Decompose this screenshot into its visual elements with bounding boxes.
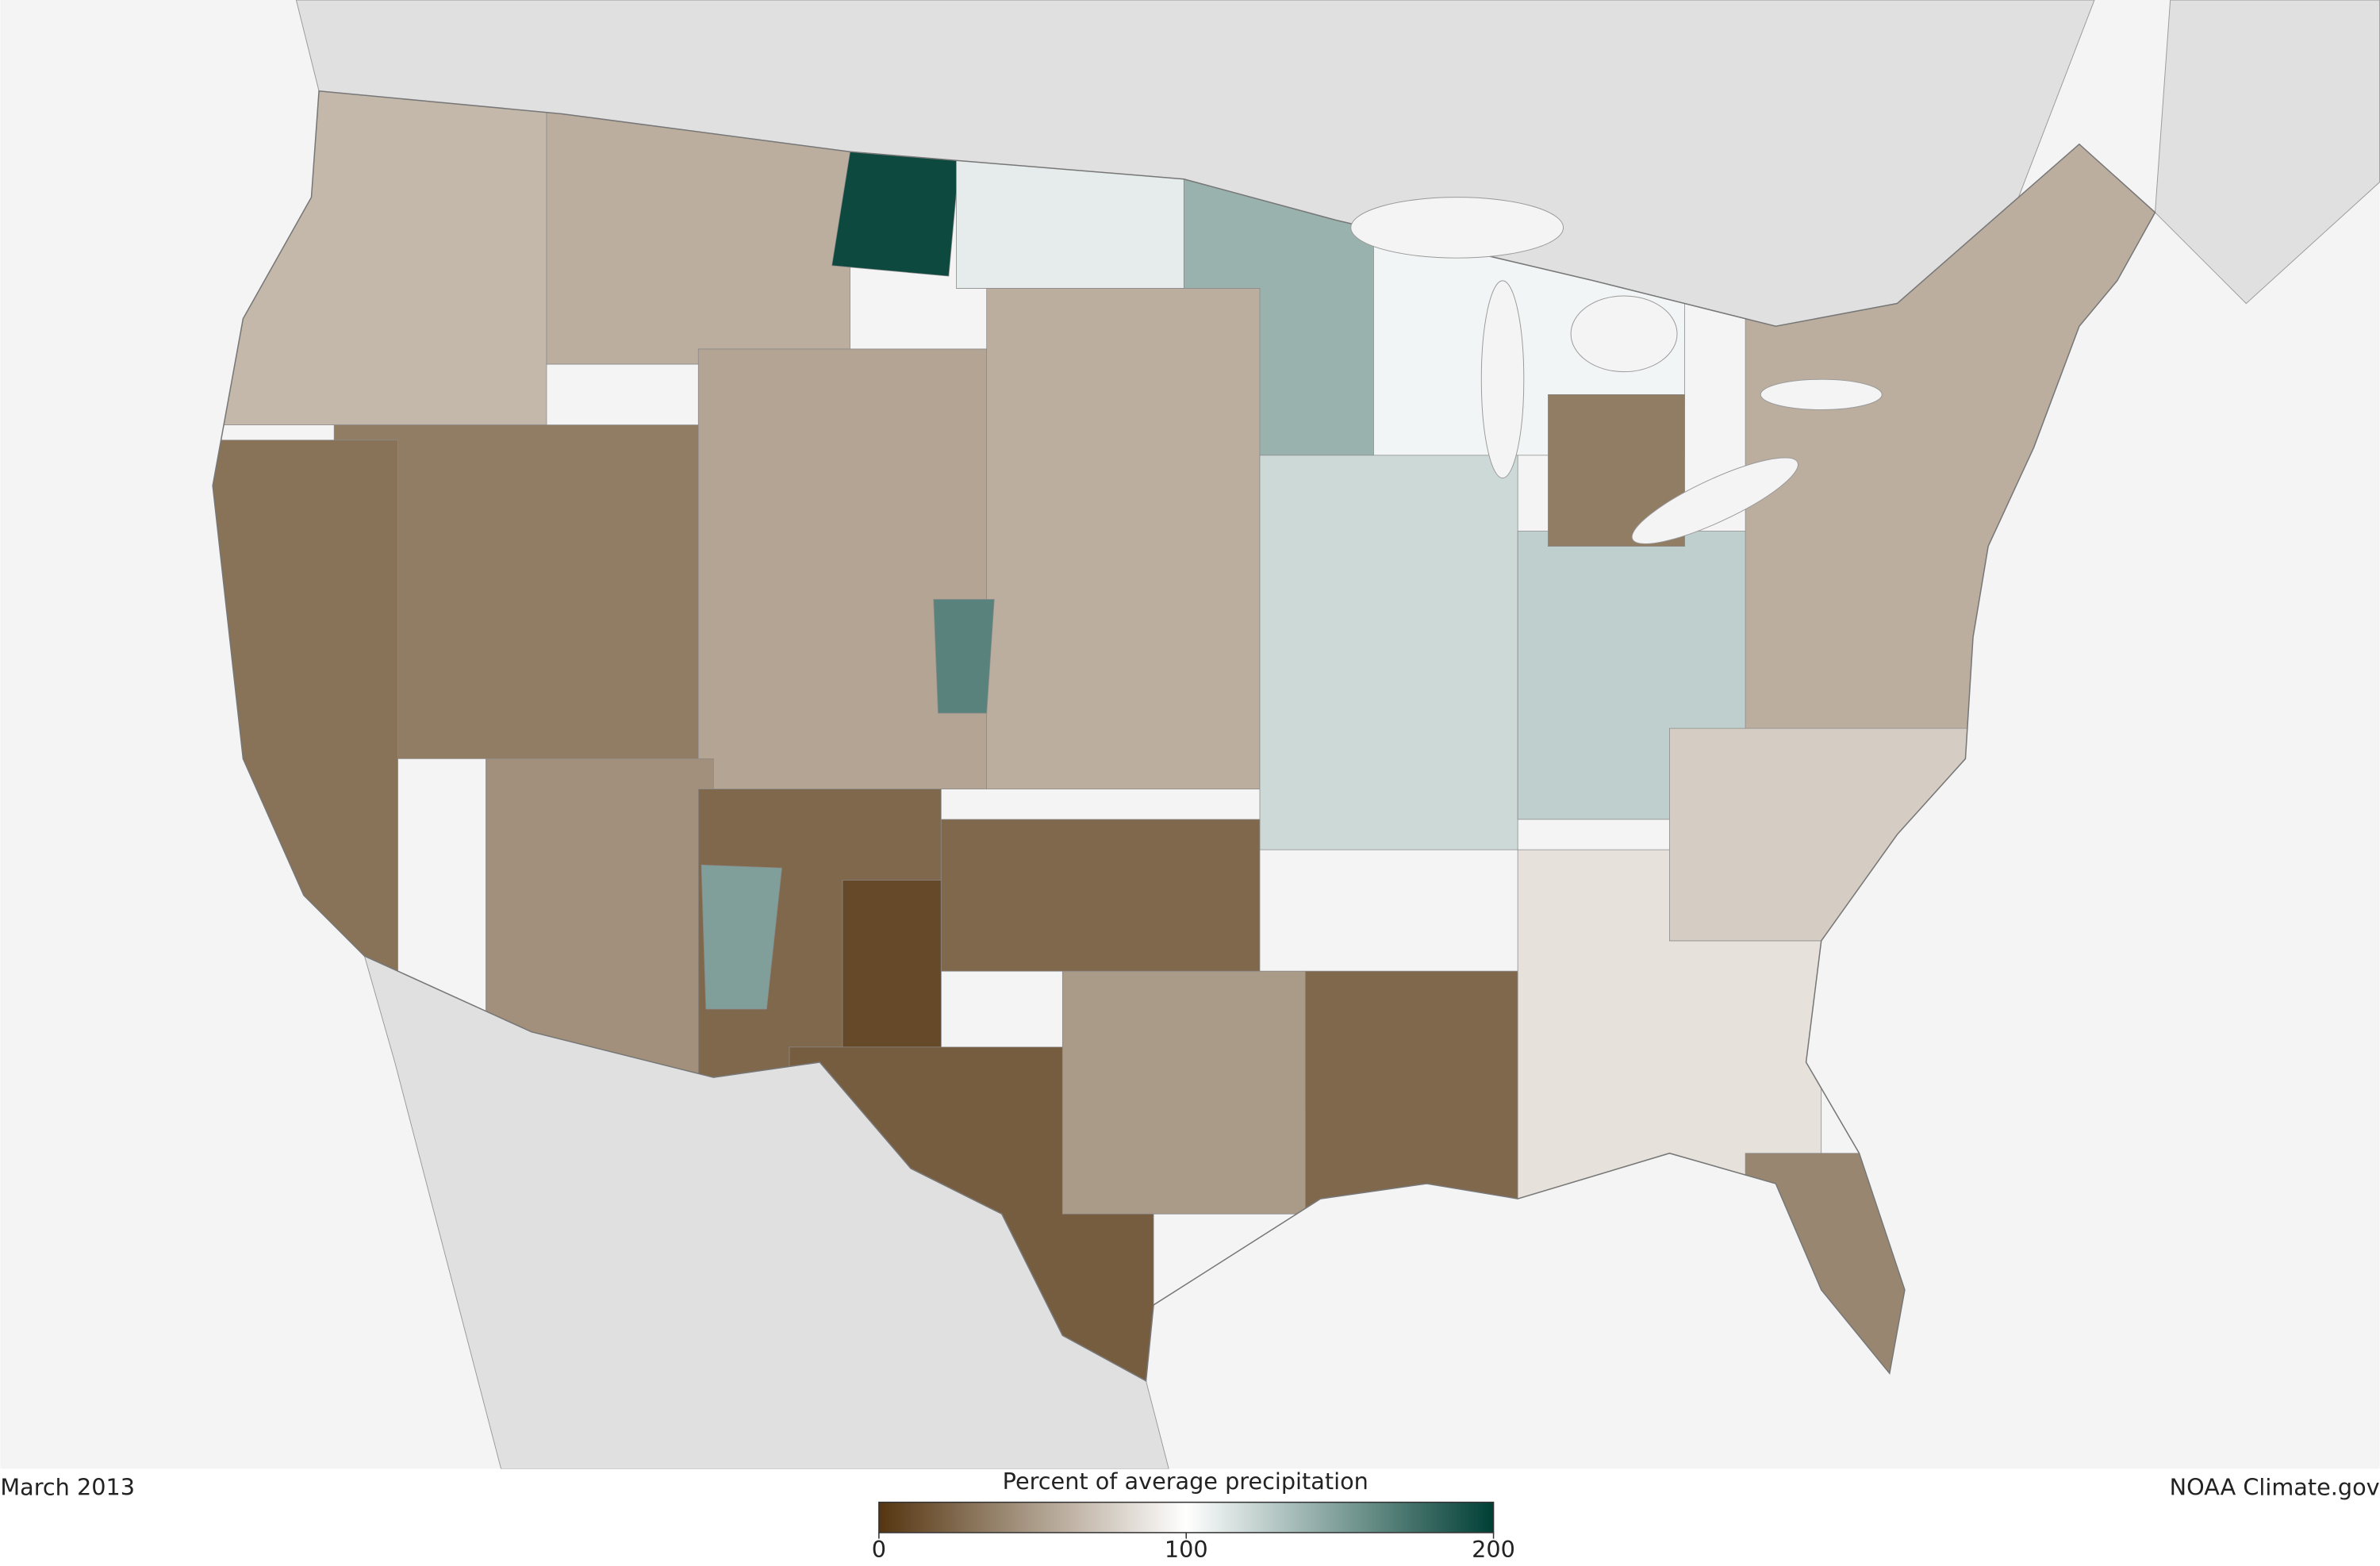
colorbar-tick-label: 0 bbox=[872, 1536, 886, 1563]
date-label: March 2013 bbox=[0, 1473, 135, 1500]
climate-division bbox=[986, 288, 1261, 790]
eastern-canada bbox=[2155, 0, 2380, 305]
colorbar-title: Percent of average precipitation bbox=[1003, 1468, 1368, 1495]
colorbar-ticks: 0 100 200 bbox=[872, 1532, 1515, 1563]
climate-division bbox=[940, 819, 1261, 972]
climate-division bbox=[933, 599, 995, 714]
climate-division bbox=[1259, 455, 1518, 850]
climate-division bbox=[1304, 970, 1518, 1215]
colorbar-tick-label: 100 bbox=[1165, 1536, 1208, 1563]
colorbar-tick-label: 200 bbox=[1472, 1536, 1515, 1563]
credit-label: NOAA Climate.gov bbox=[2170, 1473, 2380, 1500]
climate-division bbox=[1548, 393, 1685, 547]
climate-division bbox=[831, 151, 960, 277]
climate-division bbox=[701, 864, 782, 1010]
colorbar bbox=[878, 1501, 1495, 1533]
climate-division bbox=[697, 348, 988, 790]
great-lakes bbox=[1350, 197, 1883, 544]
climate-division bbox=[1061, 970, 1306, 1215]
us-outline bbox=[212, 90, 2156, 1382]
